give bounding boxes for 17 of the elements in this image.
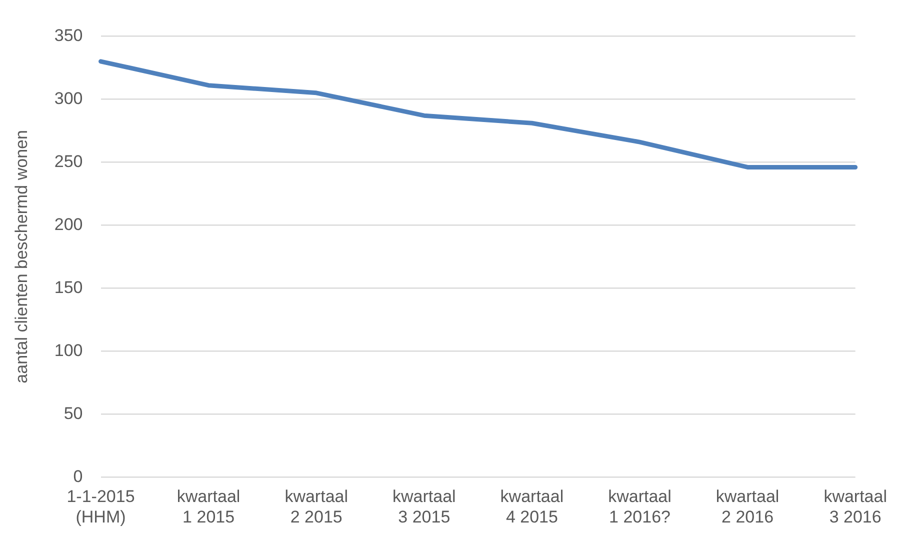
x-tick-label: kwartaal 1 2015 (176, 487, 240, 526)
x-tick-label: kwartaal 4 2015 (500, 487, 564, 526)
x-tick-label: 1-1-2015 (HHM) (66, 487, 135, 526)
y-tick-label: 350 (54, 26, 83, 45)
y-tick-label: 300 (54, 88, 83, 108)
y-tick-label: 200 (54, 214, 83, 234)
x-tick-label: kwartaal 1 2016? (608, 487, 672, 526)
y-axis-title: aantal clienten beschermd wonen (12, 130, 31, 384)
y-tick-label: 0 (73, 466, 83, 486)
x-tick-label: kwartaal 2 2015 (284, 487, 348, 526)
y-tick-label: 150 (54, 278, 83, 297)
y-tick-label: 100 (54, 340, 83, 360)
x-tick-label: kwartaal 2 2016 (716, 487, 780, 526)
x-tick-label: kwartaal 3 2015 (392, 487, 456, 526)
x-tick-label: kwartaal 3 2016 (824, 487, 888, 526)
y-tick-label: 50 (64, 404, 83, 423)
y-tick-label: 250 (54, 152, 83, 171)
